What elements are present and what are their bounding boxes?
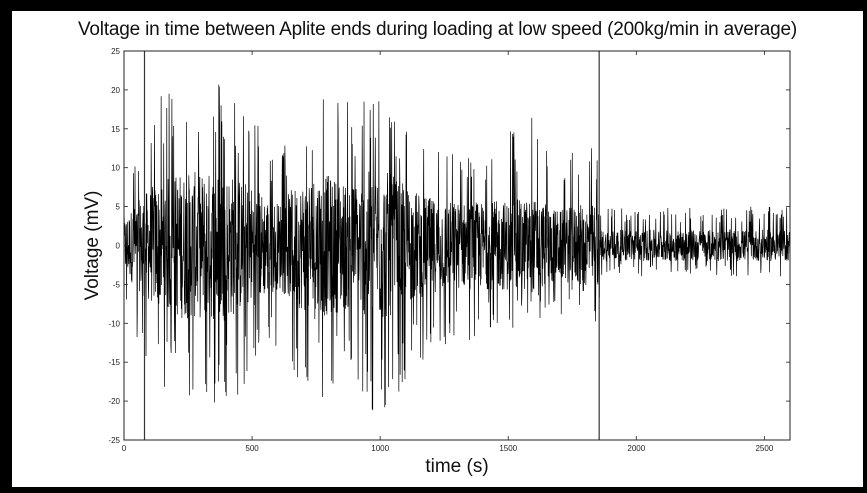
y-tick-label--25: -25 <box>108 436 120 445</box>
chart-frame: Voltage in time between Aplite ends duri… <box>12 11 863 487</box>
y-tick-label-0: 0 <box>116 242 121 251</box>
x-tick-label-1000: 1000 <box>371 444 389 453</box>
y-tick-label--15: -15 <box>108 358 120 367</box>
y-tick-label-5: 5 <box>116 203 121 212</box>
x-tick-label-2500: 2500 <box>755 444 773 453</box>
y-tick-label-20: 20 <box>111 86 120 95</box>
y-tick-label-25: 25 <box>111 47 120 56</box>
voltage-series-line <box>123 84 791 411</box>
chart-title: Voltage in time between Aplite ends duri… <box>78 19 797 40</box>
x-axis-label: time (s) <box>425 456 488 477</box>
y-tick-label-15: 15 <box>111 125 120 134</box>
y-tick-label--20: -20 <box>108 397 120 406</box>
y-tick-label--10: -10 <box>108 319 120 328</box>
y-tick-label-10: 10 <box>111 164 120 173</box>
y-tick-label--5: -5 <box>113 280 121 289</box>
y-axis-label: Voltage (mV) <box>82 191 103 301</box>
x-tick-label-1500: 1500 <box>499 444 517 453</box>
voltage-chart: 0 500 1000 1500 2000 2500 -25 -20 -15 -10 -5 0 5 10 15… <box>82 47 791 477</box>
x-tick-label-500: 500 <box>245 444 259 453</box>
x-tick-label-0: 0 <box>122 444 127 453</box>
x-tick-label-2000: 2000 <box>627 444 645 453</box>
